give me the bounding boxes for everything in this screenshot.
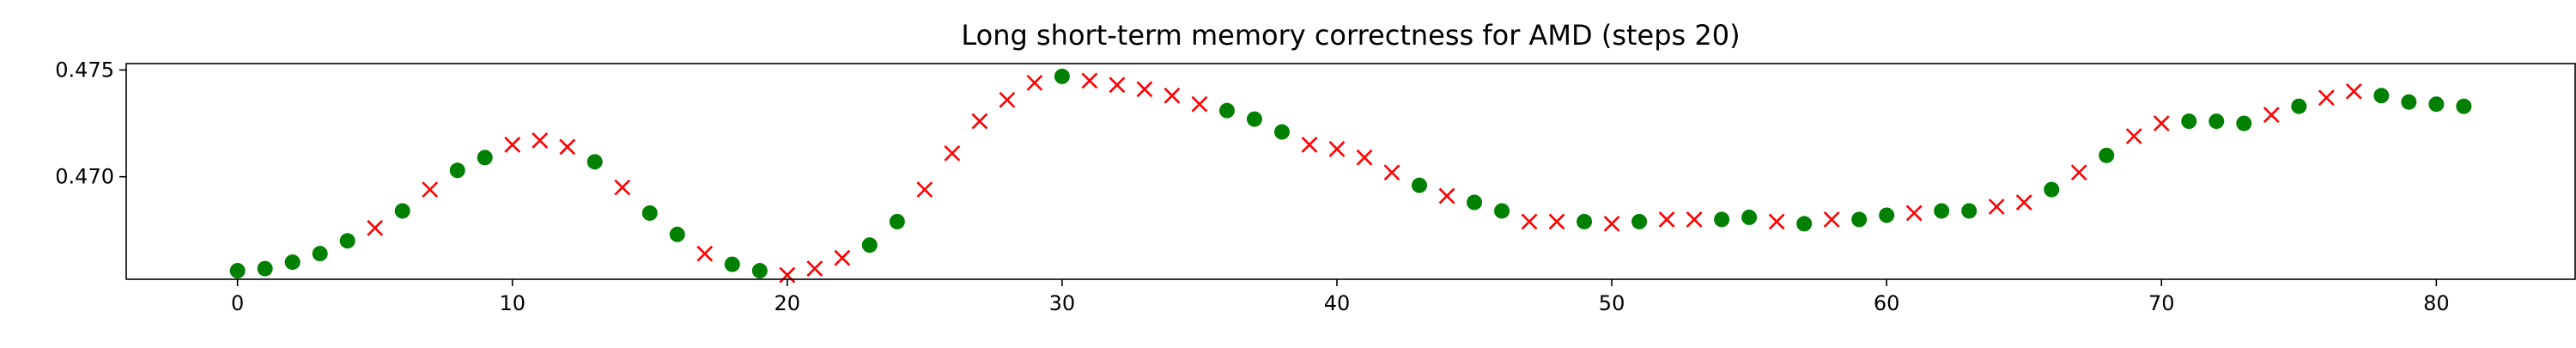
point-incorrect xyxy=(614,179,631,196)
point-incorrect xyxy=(422,181,439,198)
point-incorrect xyxy=(1905,205,1923,222)
point-incorrect xyxy=(696,245,714,262)
point-correct xyxy=(2236,115,2252,131)
point-incorrect xyxy=(806,260,823,277)
point-correct xyxy=(1494,203,1510,219)
point-incorrect xyxy=(1328,140,1346,157)
point-incorrect xyxy=(1163,87,1181,104)
point-incorrect xyxy=(1686,211,1703,228)
point-incorrect xyxy=(1301,137,1318,153)
point-incorrect xyxy=(834,249,851,266)
y-axis: 0.470 0.475 xyxy=(55,58,126,189)
point-correct xyxy=(1273,124,1290,140)
point-correct xyxy=(477,150,493,166)
point-incorrect xyxy=(559,138,576,156)
point-correct xyxy=(724,256,740,272)
point-correct xyxy=(2208,113,2225,130)
point-incorrect xyxy=(1658,211,1675,228)
point-correct xyxy=(449,162,465,179)
x-tick-label: 30 xyxy=(1049,291,1076,315)
point-incorrect xyxy=(1383,164,1400,181)
y-tick-label: 0.470 xyxy=(55,165,114,189)
point-correct xyxy=(394,203,410,219)
point-correct xyxy=(1851,211,1868,228)
point-incorrect xyxy=(2070,164,2087,181)
point-incorrect xyxy=(2345,82,2362,100)
point-correct xyxy=(1934,203,1950,219)
point-incorrect xyxy=(1521,213,1538,230)
point-correct xyxy=(2181,113,2197,130)
point-correct xyxy=(1577,213,1593,229)
point-incorrect xyxy=(1081,72,1098,89)
point-correct xyxy=(586,154,603,170)
point-correct xyxy=(1714,211,1730,228)
point-incorrect xyxy=(367,219,384,236)
point-correct xyxy=(1879,207,1895,223)
point-incorrect xyxy=(1438,187,1455,205)
point-correct xyxy=(751,263,768,279)
point-incorrect xyxy=(999,91,1016,108)
point-correct xyxy=(2373,88,2390,104)
point-correct xyxy=(2099,147,2115,163)
point-incorrect xyxy=(916,181,933,198)
point-incorrect xyxy=(1026,74,1043,91)
x-tick-label: 60 xyxy=(1874,291,1900,315)
point-correct xyxy=(1631,213,1648,229)
point-correct xyxy=(1961,203,1978,219)
point-correct xyxy=(312,246,328,262)
point-correct xyxy=(1218,102,1235,119)
point-incorrect xyxy=(1823,211,1840,228)
point-correct xyxy=(2291,98,2307,114)
point-incorrect xyxy=(2125,128,2142,144)
point-correct xyxy=(2401,94,2417,110)
point-correct xyxy=(2456,98,2472,114)
y-tick-label: 0.475 xyxy=(55,58,114,82)
chart-title: Long short-term memory correctness for A… xyxy=(961,19,1740,52)
x-tick-label: 0 xyxy=(231,291,244,315)
x-tick-label: 10 xyxy=(499,291,526,315)
point-correct xyxy=(229,263,246,279)
point-correct xyxy=(339,233,355,249)
point-correct xyxy=(669,226,685,242)
data-points xyxy=(229,68,2472,284)
point-incorrect xyxy=(1548,213,1565,230)
point-incorrect xyxy=(2015,194,2032,211)
point-correct xyxy=(1796,216,1813,232)
point-correct xyxy=(2428,96,2445,113)
point-incorrect xyxy=(532,132,549,149)
point-correct xyxy=(2044,181,2060,198)
x-axis: 0 10 20 30 40 50 60 70 80 xyxy=(231,279,2450,315)
point-incorrect xyxy=(2153,115,2170,132)
point-incorrect xyxy=(1768,213,1785,230)
point-incorrect xyxy=(944,144,961,162)
point-correct xyxy=(1467,194,1483,211)
x-tick-label: 20 xyxy=(775,291,801,315)
point-correct xyxy=(257,260,273,277)
point-correct xyxy=(1741,209,1758,225)
x-tick-label: 80 xyxy=(2423,291,2450,315)
point-incorrect xyxy=(1191,95,1208,113)
x-tick-label: 70 xyxy=(2148,291,2175,315)
point-correct xyxy=(889,213,905,229)
x-tick-label: 50 xyxy=(1599,291,1625,315)
point-incorrect xyxy=(1603,215,1620,232)
point-correct xyxy=(284,254,301,271)
point-incorrect xyxy=(504,137,521,153)
point-correct xyxy=(641,205,658,221)
point-incorrect xyxy=(2263,107,2280,124)
x-tick-label: 40 xyxy=(1324,291,1351,315)
point-incorrect xyxy=(1136,81,1153,98)
point-correct xyxy=(1412,177,1428,193)
point-incorrect xyxy=(1109,76,1126,94)
point-incorrect xyxy=(971,113,988,130)
point-incorrect xyxy=(1988,198,2005,215)
plot-area xyxy=(125,63,2576,280)
point-correct xyxy=(861,237,878,253)
point-incorrect xyxy=(1356,149,1373,166)
point-incorrect xyxy=(2318,89,2335,107)
point-correct xyxy=(1054,68,1070,84)
point-correct xyxy=(1246,111,1262,127)
